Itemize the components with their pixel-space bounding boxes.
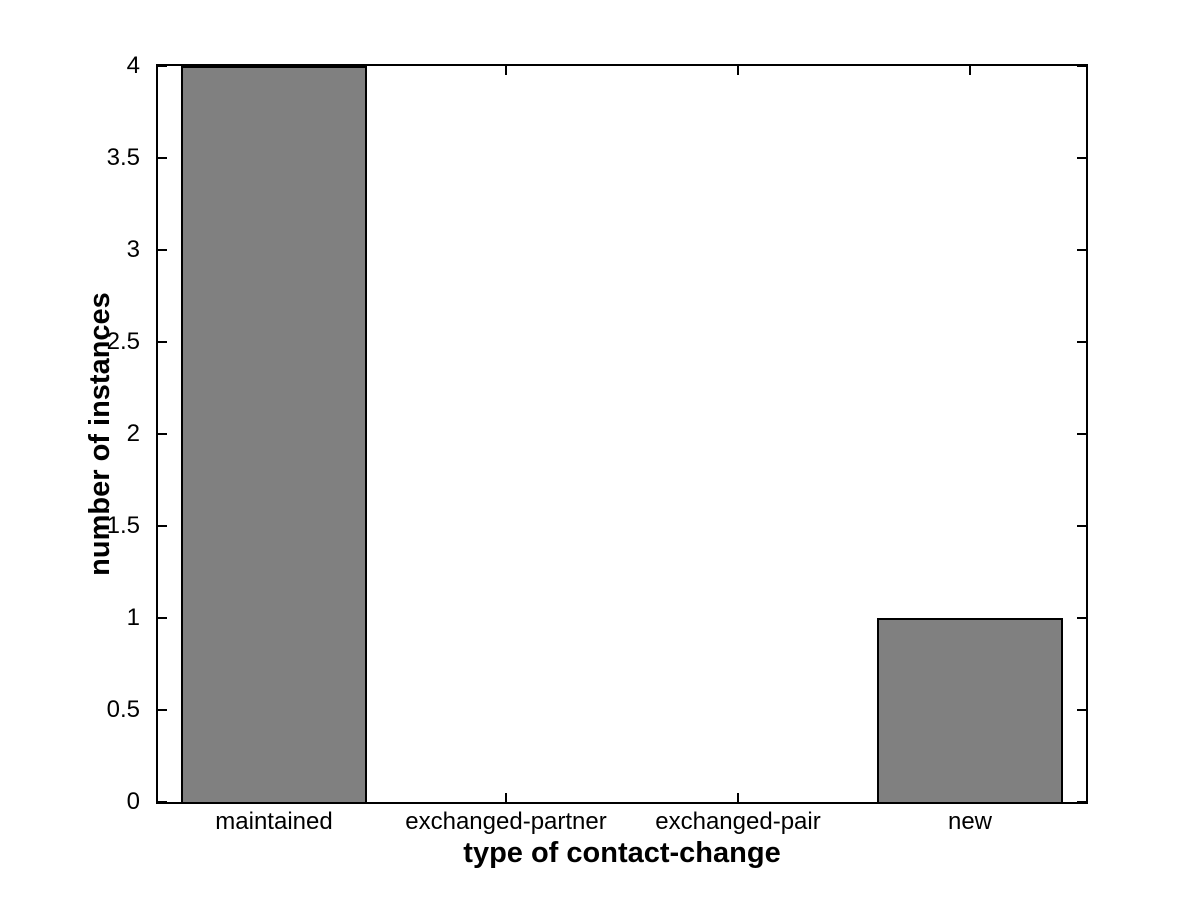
- y-axis-tick-left: [158, 709, 167, 711]
- y-axis-tick-right: [1077, 617, 1086, 619]
- x-tick-label-exchanged-pair: exchanged-pair: [655, 808, 821, 835]
- x-axis-tick-bottom: [737, 793, 739, 802]
- y-axis-tick-left: [158, 157, 167, 159]
- y-axis-tick-right: [1077, 249, 1086, 251]
- y-tick-label: 0: [126, 788, 140, 815]
- y-axis-tick-left: [158, 433, 167, 435]
- y-tick-label: 3: [126, 236, 140, 263]
- y-axis-tick-right: [1077, 65, 1086, 67]
- y-tick-label: 3.5: [106, 144, 140, 171]
- y-axis-tick-left: [158, 525, 167, 527]
- y-axis-tick-right: [1077, 801, 1086, 803]
- x-axis-tick-top: [737, 66, 739, 75]
- bar-maintained: [181, 66, 367, 802]
- y-axis-tick-left: [158, 801, 167, 803]
- y-axis-tick-left: [158, 341, 167, 343]
- y-tick-label: 0.5: [106, 696, 140, 723]
- y-tick-label: 1: [126, 604, 140, 631]
- y-axis-tick-right: [1077, 709, 1086, 711]
- x-axis-tick-bottom: [505, 793, 507, 802]
- bar-new: [877, 618, 1063, 802]
- x-tick-label-new: new: [947, 808, 993, 835]
- y-axis-tick-left: [158, 249, 167, 251]
- y-tick-label: 4: [126, 52, 140, 79]
- x-axis-label: type of contact-change: [463, 837, 781, 869]
- plot-area: [156, 64, 1088, 804]
- y-axis-tick-left: [158, 65, 167, 67]
- y-axis-tick-left: [158, 617, 167, 619]
- y-axis-tick-right: [1077, 433, 1086, 435]
- y-tick-label: 2: [126, 420, 140, 447]
- y-axis-tick-right: [1077, 341, 1086, 343]
- x-axis-tick-top: [505, 66, 507, 75]
- y-axis-tick-right: [1077, 525, 1086, 527]
- y-tick-label: 1.5: [106, 512, 140, 539]
- y-tick-label: 2.5: [106, 328, 140, 355]
- y-axis-tick-right: [1077, 157, 1086, 159]
- x-tick-label-exchanged-partner: exchanged-partner: [405, 808, 607, 835]
- x-axis-tick-top: [969, 66, 971, 75]
- x-tick-label-maintained: maintained: [215, 808, 333, 835]
